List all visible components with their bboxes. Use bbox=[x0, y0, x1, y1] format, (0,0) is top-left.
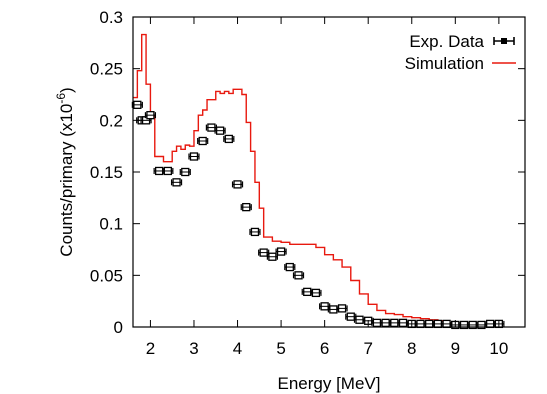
exp-data-point bbox=[292, 271, 305, 280]
y-tick-label: 0.15 bbox=[90, 163, 123, 182]
exp-data-point bbox=[240, 202, 252, 212]
y-tick-label: 0.2 bbox=[99, 111, 123, 130]
x-tick-label: 2 bbox=[146, 339, 155, 358]
exp-data-point bbox=[170, 178, 183, 187]
axis-tick-labels: 2 3 4 5 6 7 8 9 10 0 0.05 0.1 0.15 0.2 0.25 0.3 bbox=[90, 8, 508, 358]
x-tick-label: 6 bbox=[320, 339, 329, 358]
exp-data-point bbox=[336, 304, 348, 313]
plot-area bbox=[131, 33, 505, 330]
legend-exp-data-label: Exp. Data bbox=[409, 32, 484, 51]
x-axis-title: Energy [MeV] bbox=[278, 374, 381, 393]
simulation-series bbox=[133, 33, 456, 324]
y-axis-title: Counts/primary (x10-6) bbox=[54, 87, 76, 256]
y-tick-label: 0.25 bbox=[90, 60, 123, 79]
exp-data-point bbox=[179, 167, 191, 177]
exp-data-point bbox=[432, 319, 444, 329]
exp-data-point bbox=[231, 180, 244, 189]
y-axis-title-main: Counts/primary (x10 bbox=[57, 104, 76, 257]
y-axis-title-close: ) bbox=[57, 87, 76, 93]
legend-point-marker bbox=[501, 38, 507, 44]
exp-data-point bbox=[214, 126, 226, 135]
y-tick-label: 0.3 bbox=[99, 8, 123, 27]
exp-data-point bbox=[197, 136, 209, 146]
exp-data-point bbox=[223, 134, 235, 144]
x-tick-label: 4 bbox=[233, 339, 242, 358]
x-tick-label: 3 bbox=[189, 339, 198, 358]
x-tick-label: 5 bbox=[276, 339, 285, 358]
x-tick-label: 7 bbox=[363, 339, 372, 358]
exp-data-point bbox=[131, 100, 143, 109]
exp-data-point bbox=[310, 288, 322, 298]
x-tick-label: 8 bbox=[407, 339, 416, 358]
exp-data-point bbox=[249, 227, 261, 237]
exp-data-point bbox=[144, 111, 157, 120]
exp-data-series bbox=[131, 100, 505, 330]
y-axis-title-exponent: -6 bbox=[54, 93, 68, 104]
y-tick-label: 0.1 bbox=[99, 215, 123, 234]
exp-data-point bbox=[284, 262, 296, 272]
exp-data-point bbox=[275, 247, 287, 256]
legend-exp-data-marker bbox=[493, 37, 515, 45]
exp-data-point bbox=[266, 252, 278, 261]
exp-data-point bbox=[162, 166, 174, 176]
axis-ticks bbox=[133, 16, 525, 328]
simulation-step-line bbox=[133, 33, 456, 324]
x-tick-label: 10 bbox=[489, 339, 508, 358]
x-tick-label: 9 bbox=[451, 339, 460, 358]
y-tick-label: 0 bbox=[114, 318, 123, 337]
exp-data-point bbox=[188, 152, 200, 161]
legend: Exp. Data Simulation bbox=[405, 32, 516, 73]
legend-simulation-label: Simulation bbox=[405, 54, 484, 73]
y-tick-label: 0.05 bbox=[90, 266, 123, 285]
